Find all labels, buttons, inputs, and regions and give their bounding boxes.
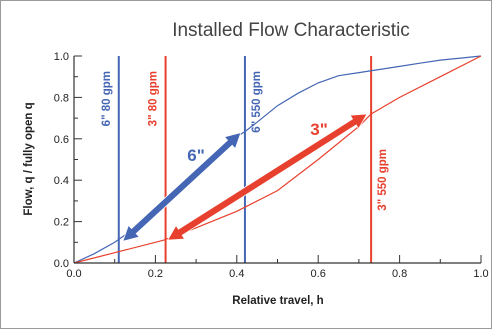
x-tick-label-3: 0.6 xyxy=(311,268,326,280)
series-line-1 xyxy=(73,55,482,264)
y-tick-label-3: 0.6 xyxy=(54,134,69,146)
y-tick-label-4: 0.8 xyxy=(54,92,69,104)
y-tick-label-1: 0.2 xyxy=(54,217,69,229)
vline-label-3: 3" 550 gpm xyxy=(377,149,389,211)
vline-label-2: 6" 550 gpm xyxy=(251,71,263,133)
chart-title: Installed Flow Characteristic xyxy=(172,20,410,41)
x-tick-label-5: 1.0 xyxy=(473,268,488,280)
y-tick-label-2: 0.4 xyxy=(54,175,69,187)
x-tick-label-2: 0.4 xyxy=(229,268,244,280)
x-tick-label-4: 0.8 xyxy=(392,268,407,280)
y-axis-label: Flow, q / fully open q xyxy=(23,102,35,215)
vline-label-0: 6" 80 gpm xyxy=(101,71,113,126)
arrow-label-0: 6" xyxy=(187,146,205,165)
x-axis-label: Relative travel, h xyxy=(232,295,323,307)
double-arrow-1 xyxy=(166,113,368,241)
y-tick-label-0: 0.0 xyxy=(54,258,69,270)
x-tick-label-1: 0.2 xyxy=(148,268,163,280)
vline-label-1: 3" 80 gpm xyxy=(148,71,160,126)
arrow-label-1: 3" xyxy=(310,120,328,139)
x-tick-label-0: 0.0 xyxy=(66,268,81,280)
y-tick-label-5: 1.0 xyxy=(54,51,69,63)
double-arrow-0 xyxy=(122,132,242,242)
